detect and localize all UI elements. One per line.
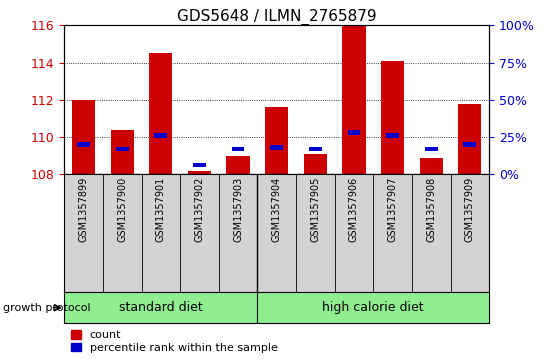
Text: GSM1357907: GSM1357907 bbox=[387, 176, 397, 242]
Bar bbox=[232, 147, 244, 151]
Bar bbox=[304, 154, 327, 174]
Text: GSM1357908: GSM1357908 bbox=[426, 176, 436, 242]
Bar bbox=[116, 147, 129, 151]
Text: GSM1357901: GSM1357901 bbox=[156, 176, 166, 242]
Text: GSM1357906: GSM1357906 bbox=[349, 176, 359, 242]
Bar bbox=[386, 134, 399, 138]
Text: GSM1357905: GSM1357905 bbox=[310, 176, 320, 242]
Bar bbox=[271, 145, 283, 150]
Text: GSM1357900: GSM1357900 bbox=[117, 176, 127, 242]
Text: growth protocol: growth protocol bbox=[3, 303, 91, 313]
Bar bbox=[381, 61, 404, 174]
Bar bbox=[425, 147, 438, 151]
Text: high calorie diet: high calorie diet bbox=[323, 301, 424, 314]
Bar bbox=[154, 134, 167, 138]
Bar bbox=[463, 142, 476, 147]
Text: GSM1357909: GSM1357909 bbox=[465, 176, 475, 242]
Bar bbox=[420, 158, 443, 174]
Title: GDS5648 / ILMN_2765879: GDS5648 / ILMN_2765879 bbox=[177, 9, 377, 25]
Bar bbox=[348, 130, 361, 135]
Bar bbox=[342, 25, 366, 174]
Text: GSM1357903: GSM1357903 bbox=[233, 176, 243, 242]
Bar bbox=[111, 130, 134, 174]
Bar bbox=[193, 163, 206, 167]
Bar bbox=[77, 142, 90, 147]
Bar bbox=[149, 53, 172, 174]
Bar bbox=[309, 147, 321, 151]
Bar bbox=[265, 107, 288, 174]
Bar bbox=[72, 100, 95, 174]
Text: GSM1357899: GSM1357899 bbox=[79, 176, 88, 242]
Text: GSM1357902: GSM1357902 bbox=[195, 176, 205, 242]
Bar bbox=[226, 156, 250, 174]
Text: standard diet: standard diet bbox=[119, 301, 203, 314]
Legend: count, percentile rank within the sample: count, percentile rank within the sample bbox=[70, 329, 279, 354]
Text: GSM1357904: GSM1357904 bbox=[272, 176, 282, 242]
Bar bbox=[188, 171, 211, 174]
Bar bbox=[458, 103, 481, 174]
